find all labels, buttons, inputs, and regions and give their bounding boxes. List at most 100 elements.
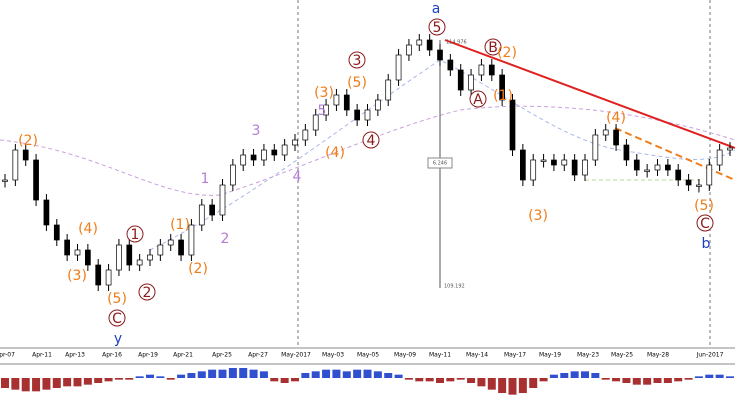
x-tick-label: May-25 [611, 352, 633, 359]
wave-label: (4) [325, 145, 345, 161]
candle [219, 184, 226, 216]
wave-label: (3) [67, 268, 87, 284]
oscillator-bar [177, 374, 186, 378]
x-tick-label: Apr-21 [173, 352, 193, 359]
oscillator-bar [632, 378, 641, 385]
oscillator-bar [456, 378, 465, 380]
oscillator-bar [270, 378, 279, 382]
oscillator-bar [228, 368, 237, 378]
wave-circle [126, 225, 144, 243]
oscillator-bar [259, 371, 268, 378]
wave-label: 1 [201, 171, 210, 187]
candle [240, 154, 247, 166]
x-tick-label: Apr-19 [138, 352, 158, 359]
oscillator-bar [353, 369, 362, 378]
candle [64, 239, 70, 256]
moving-average [0, 105, 735, 196]
oscillator-bar [570, 371, 579, 378]
wave-circle [428, 18, 446, 36]
candle [727, 147, 733, 151]
wave-label: (1) [493, 88, 513, 104]
candle [416, 39, 423, 46]
wave-label: (5) [107, 291, 127, 307]
oscillator-bar [643, 378, 652, 385]
oscillator-bar [467, 378, 476, 383]
oscillator-bar [518, 378, 527, 393]
oscillator-bar [705, 374, 714, 378]
candle [551, 159, 557, 166]
oscillator-bar [301, 373, 310, 378]
wave-label: 5 [433, 20, 442, 36]
wave-label: (5) [347, 75, 367, 91]
candle [105, 269, 112, 286]
candle [633, 159, 640, 171]
candle [654, 164, 661, 171]
candle [561, 159, 568, 166]
oscillator-bar [622, 378, 631, 383]
oscillator-bar [239, 368, 248, 378]
candle [592, 134, 599, 161]
oscillator-bar [487, 378, 496, 390]
candle [302, 129, 309, 141]
oscillator-bar [477, 378, 486, 387]
oscillator-bar [384, 373, 393, 378]
wave-label: (2) [188, 261, 208, 277]
candle [281, 144, 288, 156]
measure-label: 114.976 [446, 40, 467, 46]
x-tick-label: May-23 [577, 352, 599, 359]
candle [499, 74, 505, 101]
x-tick-label: May-2017 [281, 352, 311, 359]
wave-label: C [112, 311, 122, 327]
oscillator-bar [208, 369, 217, 378]
wave-circle [469, 90, 487, 108]
oscillator-bar [560, 373, 569, 378]
candle [261, 149, 267, 161]
wave-circle [108, 309, 126, 327]
wave-label: 2 [221, 231, 230, 247]
oscillator-bar [32, 378, 41, 392]
x-tick-label: May-05 [357, 352, 379, 359]
candle [602, 129, 609, 136]
oscillator-bar [104, 378, 113, 382]
oscillator-bar [581, 371, 589, 378]
oscillator-bar [415, 378, 424, 382]
candle [437, 49, 443, 61]
oscillator-bar [311, 371, 320, 378]
x-tick-label: Apr-11 [32, 352, 52, 359]
x-tick-label: Apr-13 [65, 352, 85, 359]
oscillator-bar [601, 378, 610, 380]
x-tick-label: May-19 [539, 352, 561, 359]
wave-label: C [700, 216, 710, 232]
candle [520, 149, 526, 181]
oscillator-bar [249, 369, 258, 378]
x-tick-label: May-14 [466, 352, 488, 359]
candle [509, 99, 516, 151]
candle [147, 254, 153, 261]
wave-label: b [702, 236, 711, 252]
oscillator-bar [291, 378, 299, 382]
measure-label: 6.246 [433, 161, 447, 167]
oscillator-bar [114, 378, 123, 380]
wave-circle [362, 131, 380, 149]
candle [447, 59, 454, 71]
wave-label: (2) [497, 45, 517, 61]
candle [74, 249, 81, 256]
candle [43, 199, 50, 226]
oscillator-bar [63, 378, 72, 387]
candle [665, 164, 671, 171]
candle [623, 144, 630, 161]
candle [644, 169, 650, 172]
oscillator-bar [322, 369, 331, 378]
candle [395, 54, 402, 81]
wave-label: B [488, 40, 498, 56]
candle [457, 69, 464, 91]
oscillator-bar [83, 378, 92, 385]
oscillator-bar [135, 376, 144, 378]
wave-label: A [473, 92, 483, 108]
candle [478, 64, 485, 76]
candle [85, 249, 91, 266]
candle [2, 179, 8, 182]
oscillator-bar [684, 378, 693, 380]
candle [675, 169, 682, 181]
candle [22, 149, 29, 161]
